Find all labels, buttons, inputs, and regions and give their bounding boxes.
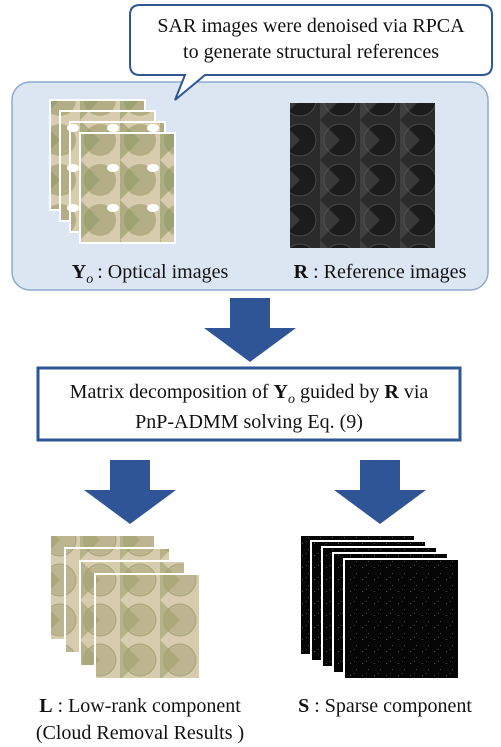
optical-image bbox=[80, 133, 175, 243]
label-text: : Low-rank component bbox=[58, 695, 242, 717]
low-rank-image bbox=[95, 574, 200, 679]
subscript: o bbox=[86, 272, 93, 287]
callout-line: SAR images were denoised via RPCA bbox=[157, 15, 465, 37]
symbol: R bbox=[294, 261, 309, 283]
label-text: : Sparse component bbox=[314, 695, 472, 717]
symbol: S bbox=[298, 695, 309, 717]
arrow bbox=[204, 298, 296, 362]
process-line: PnP-ADMM solving Eq. (9) bbox=[135, 411, 363, 433]
sparse-image bbox=[344, 559, 459, 679]
symbol: R bbox=[384, 381, 399, 403]
symbol: Y bbox=[274, 381, 289, 403]
input-label: R: Reference images bbox=[294, 261, 467, 283]
process-text: via bbox=[404, 381, 429, 403]
arrow bbox=[334, 460, 426, 524]
output-note: (Cloud Removal Results ) bbox=[36, 722, 244, 744]
output-label: S: Sparse component bbox=[298, 695, 472, 717]
output-label: L : Low-rank component bbox=[39, 695, 241, 717]
label-text: : Optical images bbox=[97, 261, 228, 283]
arrow bbox=[84, 460, 176, 524]
callout-line: to generate structural references bbox=[183, 41, 439, 63]
reference-image bbox=[290, 103, 435, 248]
label-text: : Reference images bbox=[313, 261, 466, 283]
subscript: o bbox=[288, 392, 295, 407]
symbol: L bbox=[39, 695, 52, 717]
diagram: SAR images were denoised via RPCA to gen… bbox=[0, 0, 501, 747]
process-text: guided by bbox=[300, 381, 379, 403]
process-text: Matrix decomposition of bbox=[70, 381, 269, 403]
symbol: Y bbox=[72, 261, 87, 283]
